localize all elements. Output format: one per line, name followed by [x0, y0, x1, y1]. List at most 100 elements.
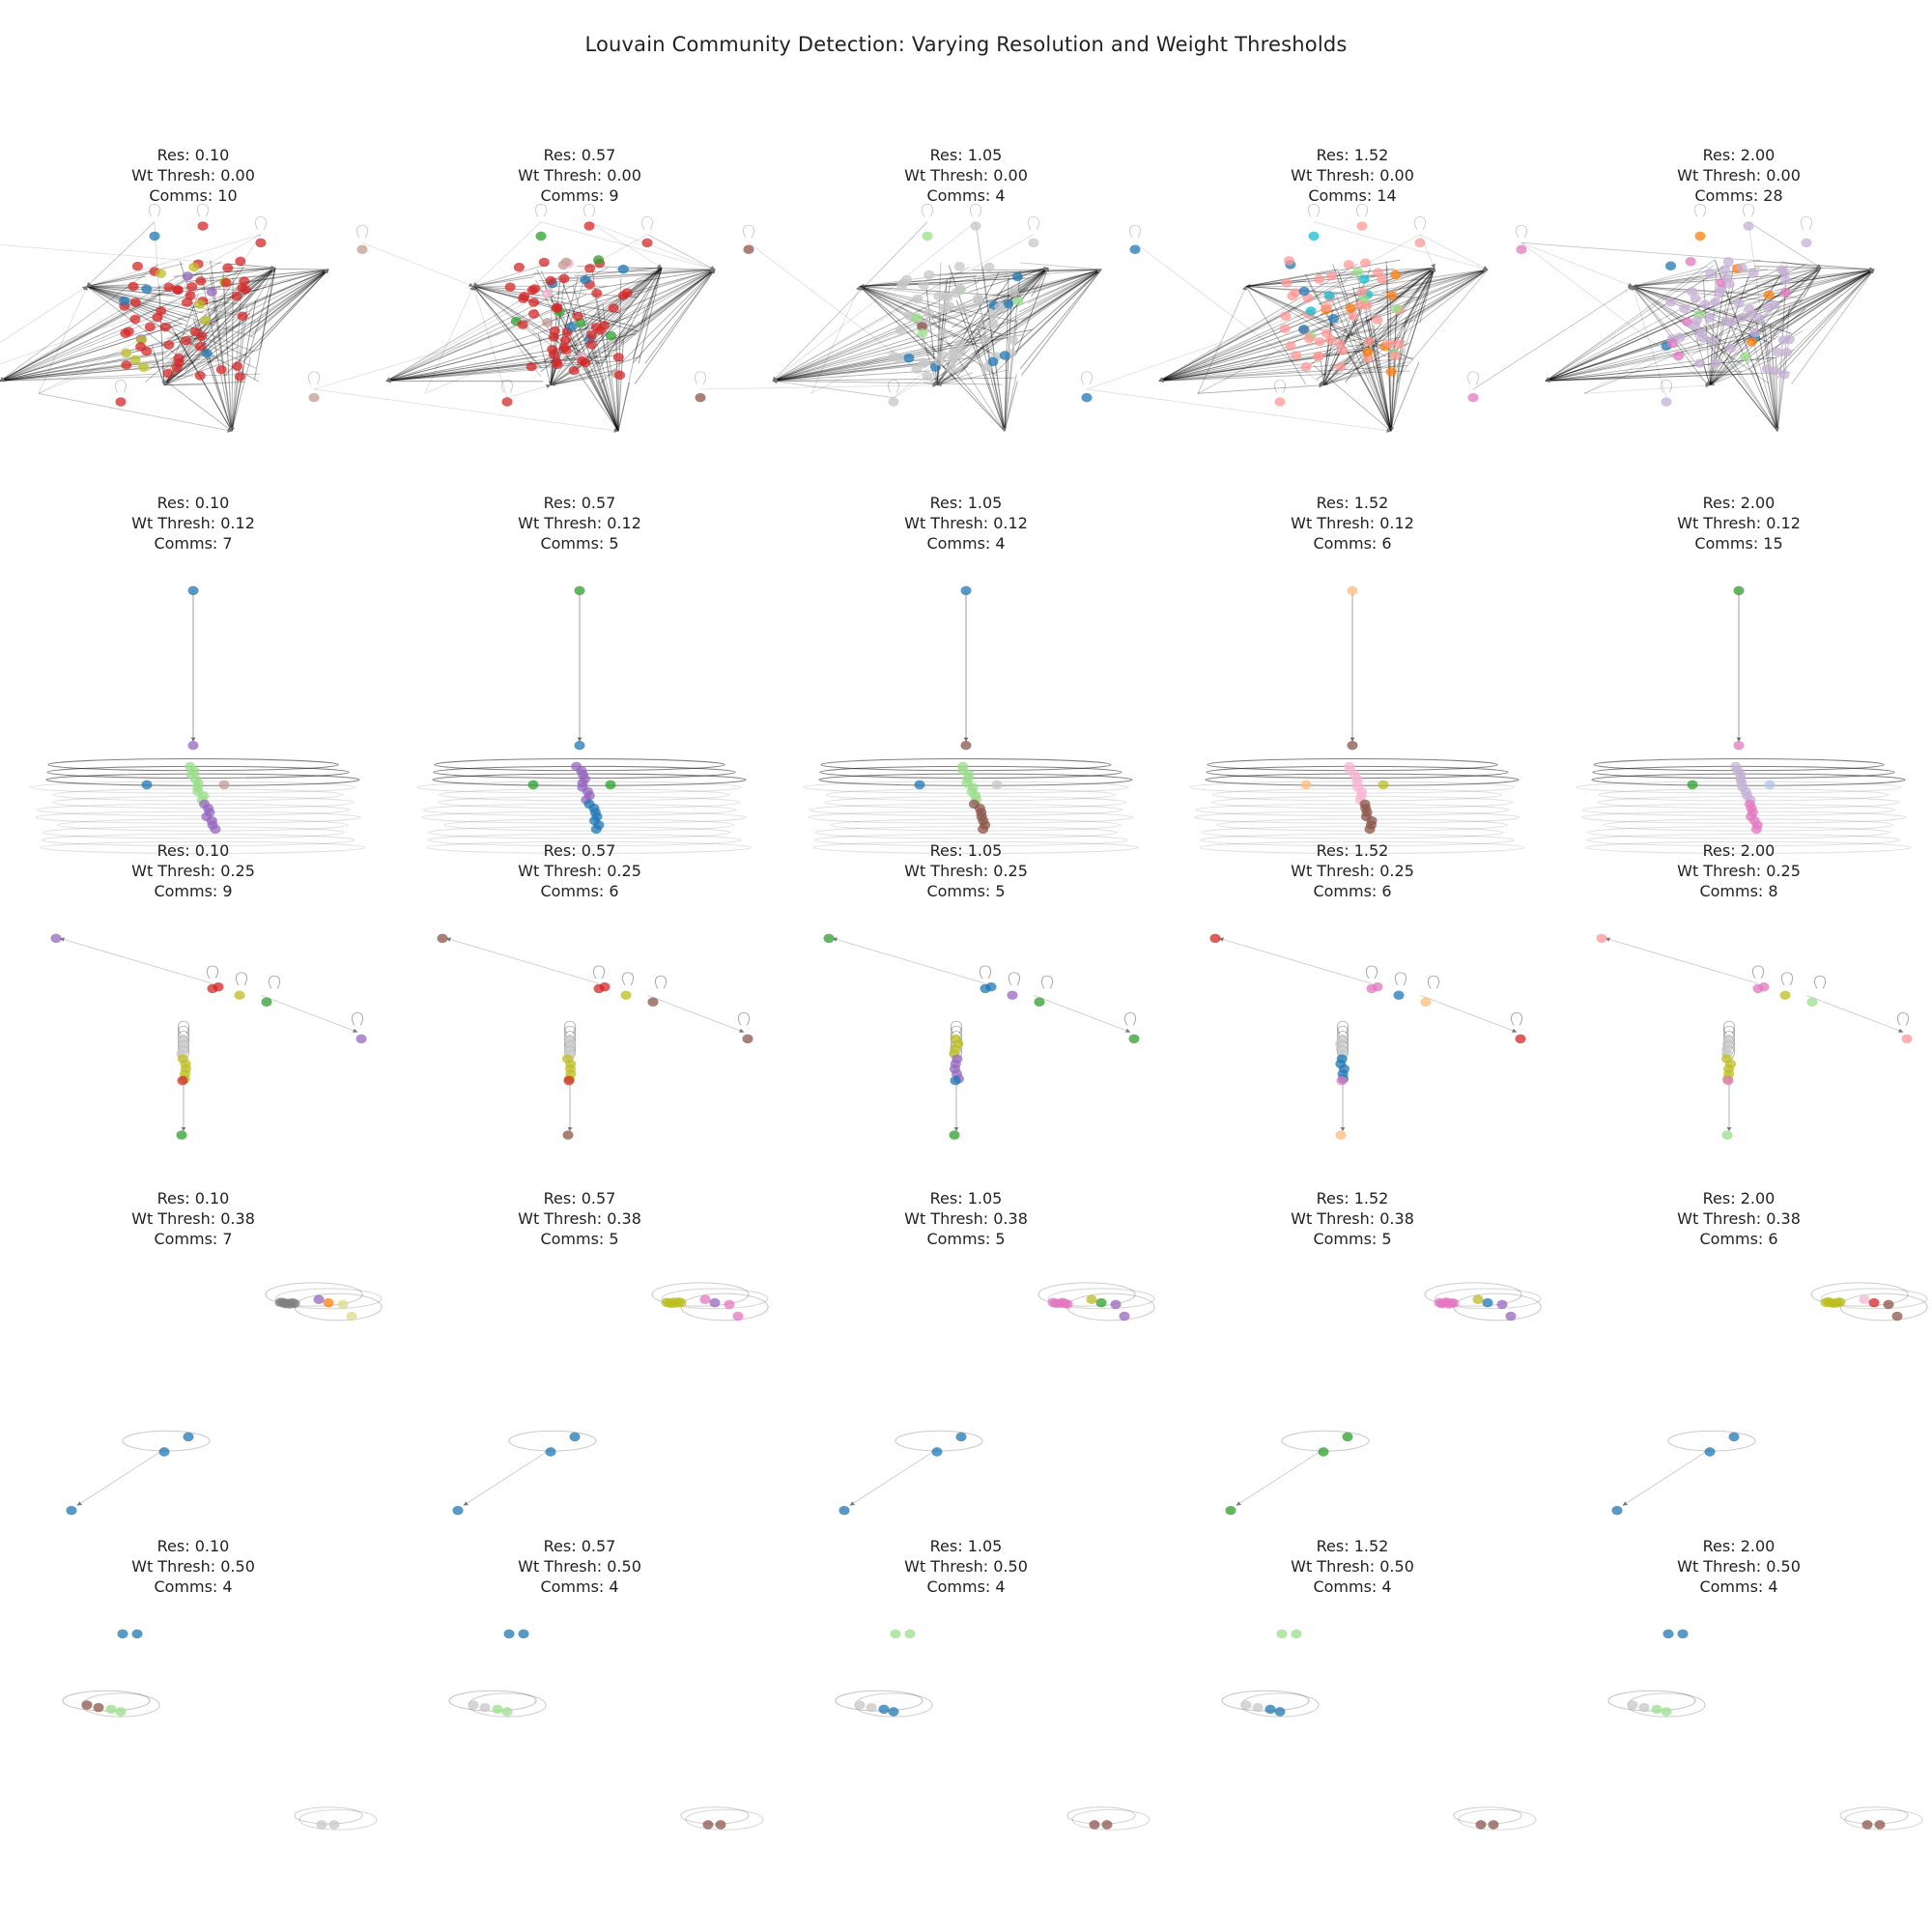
graph-edge: [1348, 268, 1435, 374]
graph-edge: [1031, 267, 1049, 298]
graph-edge: [987, 267, 1049, 309]
outer-node: [838, 1505, 850, 1516]
graph-edge: [0, 286, 88, 344]
subplot-resolution-label: Res: 2.00: [1702, 1537, 1776, 1555]
self-loop: [1366, 965, 1378, 980]
graph-node: [591, 288, 603, 298]
graph-edge: [86, 275, 147, 287]
graph-edge: [1400, 267, 1436, 375]
subplot-threshold-label: Wt Thresh: 0.25: [904, 862, 1028, 880]
subplot-threshold-label: Wt Thresh: 0.12: [1291, 514, 1414, 532]
network-plot: [1225, 1282, 1542, 1516]
subplot-communities-label: Comms: 8: [1699, 882, 1778, 900]
graph-node: [559, 335, 571, 345]
graph-edge: [1390, 317, 1407, 432]
graph-node: [206, 287, 217, 297]
subplot-title: Res: 1.52 Wt Thresh: 0.38 Comms: 5: [1193, 1188, 1512, 1249]
graph-edge: [1419, 234, 1489, 270]
graph-edge: [200, 269, 329, 306]
subplot-communities-label: Comms: 4: [926, 534, 1006, 553]
graph-node: [946, 364, 957, 374]
self-loop: [255, 216, 267, 230]
graph-edge: [1158, 319, 1350, 383]
top-node: [1733, 585, 1745, 596]
self-loop: [888, 380, 899, 393]
graph-node: [590, 824, 602, 835]
graph-edge: [849, 1448, 938, 1506]
graph-node: [1284, 256, 1295, 266]
graph-node: [240, 285, 251, 295]
graph-edge: [86, 285, 246, 318]
graph-edge: [699, 383, 938, 390]
graph-edge: [1197, 383, 1324, 394]
graph-node: [599, 981, 611, 992]
graph-edge: [1419, 267, 1436, 324]
graph-edge: [976, 269, 1102, 353]
graph-node: [580, 274, 591, 285]
graph-edge: [188, 269, 329, 309]
graph-node: [1119, 1311, 1130, 1321]
graph-edge: [225, 268, 329, 270]
graph-edge: [542, 269, 716, 284]
graph-node: [1062, 1299, 1073, 1309]
graph-edge: [0, 298, 156, 382]
loop-edge: [1603, 818, 1894, 832]
graph-node: [912, 294, 923, 304]
graph-node: [194, 341, 206, 352]
graph-node: [131, 261, 143, 271]
self-loop: [1801, 216, 1812, 230]
subplot-communities-label: Comms: 5: [540, 534, 619, 553]
graph-node: [1373, 268, 1384, 277]
graph-edge: [591, 269, 716, 355]
graph-edge: [1322, 361, 1371, 386]
subplot-title: Res: 0.10 Wt Thresh: 0.12 Comms: 7: [34, 493, 353, 554]
graph-edge: [0, 359, 222, 382]
graph-edge: [1583, 383, 1711, 394]
graph-node: [545, 275, 556, 286]
graph-edge: [1583, 269, 1875, 394]
graph-node: [1008, 287, 1019, 298]
graph-node: [231, 291, 242, 301]
graph-edge: [1245, 274, 1378, 289]
graph-node: [1883, 1299, 1894, 1310]
subplot-title: Res: 1.05 Wt Thresh: 0.25 Comms: 5: [807, 840, 1125, 901]
subplot-resolution-label: Res: 2.00: [1702, 146, 1776, 164]
graph-edge: [1632, 285, 1793, 334]
graph-edge: [1632, 286, 1707, 384]
graph-edge: [163, 318, 219, 385]
graph-node: [566, 322, 578, 331]
graph-node: [904, 1629, 916, 1639]
graph-edge: [555, 269, 716, 296]
outer-node: [437, 933, 448, 944]
graph-edge: [163, 355, 215, 386]
graph-edge: [165, 268, 276, 367]
graph-edge: [1014, 269, 1102, 346]
graph-edge: [1322, 323, 1382, 385]
subplot-resolution-label: Res: 1.05: [929, 1189, 1003, 1208]
graph-edge: [859, 273, 1009, 287]
graph-edge: [313, 269, 716, 390]
graph-edge: [1702, 267, 1822, 315]
graph-edge: [472, 286, 601, 364]
graph-edge: [1805, 994, 1904, 1033]
graph-edge: [1772, 269, 1875, 338]
network-plot: [66, 1282, 383, 1516]
graph-edge: [593, 370, 619, 432]
graph-edge: [550, 355, 641, 386]
graph-edge: [540, 221, 716, 270]
graph-edge: [1708, 269, 1875, 315]
graph-edge: [385, 267, 609, 382]
loop-edge: [1580, 810, 1907, 824]
outer-node: [1356, 221, 1368, 231]
graph-edge: [1014, 267, 1049, 355]
graph-node: [1334, 338, 1346, 349]
loop-edge: [1200, 834, 1515, 847]
loop-edge: [1585, 840, 1912, 854]
graph-node: [980, 334, 991, 345]
graph-edge: [1754, 269, 1875, 287]
graph-node: [155, 269, 166, 278]
graph-edge: [588, 221, 716, 270]
network-plot: [62, 1629, 378, 1831]
graph-edge: [1399, 267, 1435, 291]
graph-edge: [550, 329, 639, 386]
